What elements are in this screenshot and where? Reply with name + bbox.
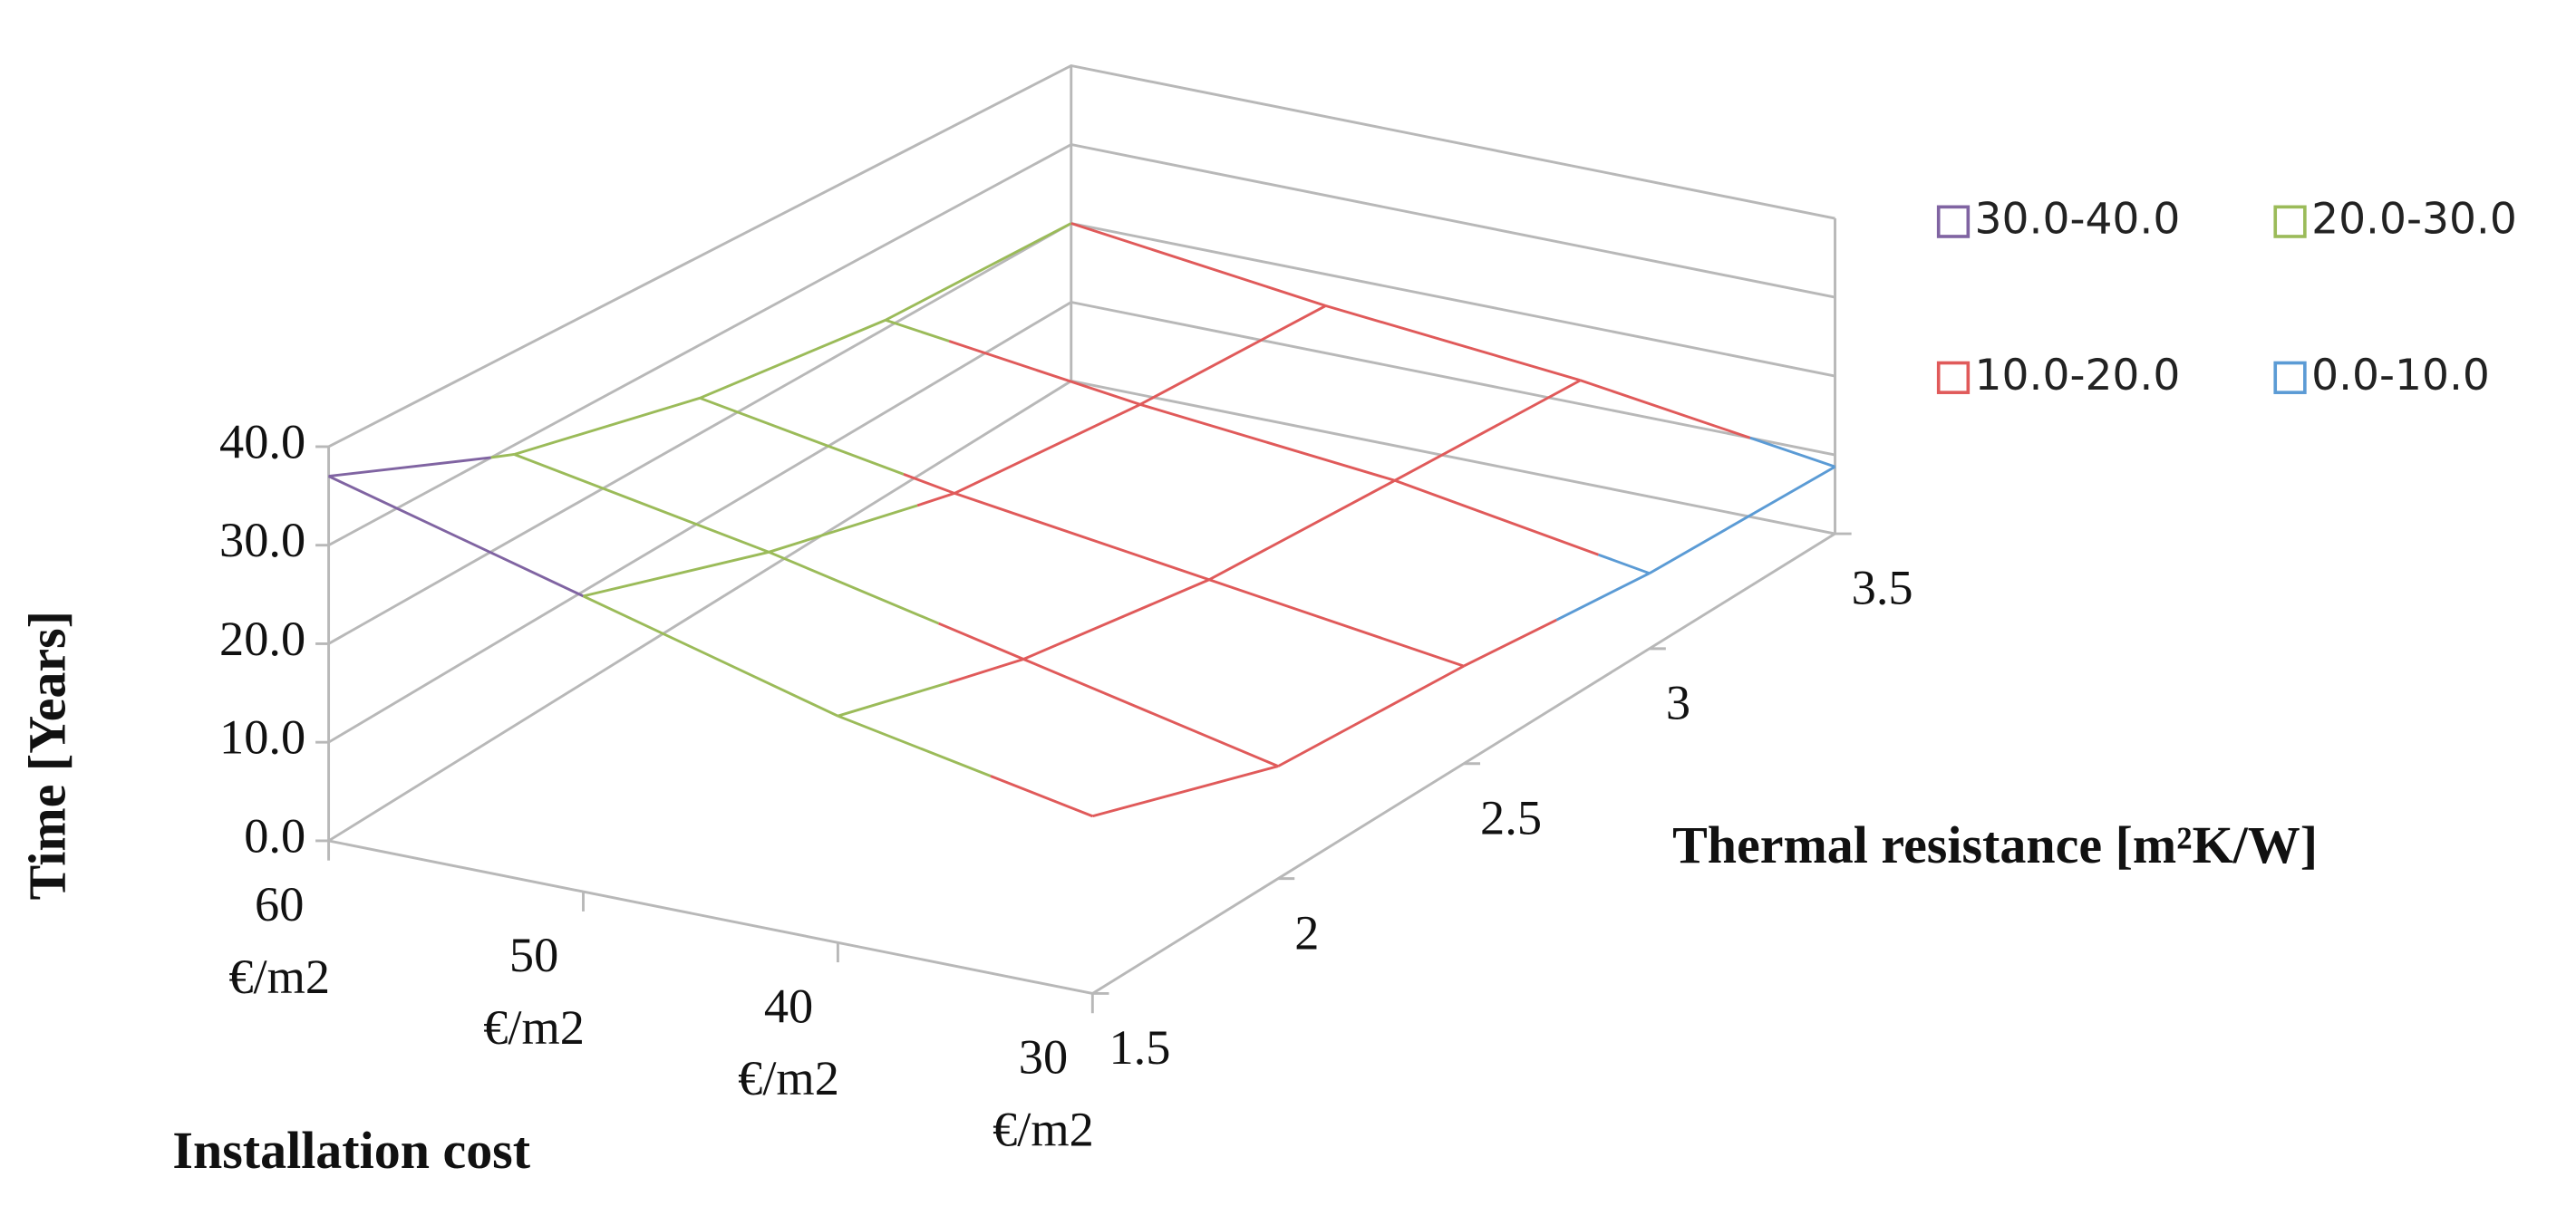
x-tick-label: 3.5	[1852, 561, 1913, 615]
surface-edge	[327, 475, 585, 598]
surface-edge	[490, 453, 515, 459]
surface-edge	[1022, 578, 1210, 661]
legend-label: 0.0-10.0	[2311, 351, 2490, 400]
legend-swatch	[2273, 205, 2307, 238]
surface-edge	[1598, 553, 1651, 575]
cost-tick-label: 50 €/m2	[483, 929, 585, 1056]
legend-swatch	[1936, 361, 1971, 394]
grid-line	[327, 300, 1835, 744]
surface-edge	[885, 222, 1072, 322]
legend-label: 30.0-40.0	[1975, 195, 2181, 245]
legend-label: 10.0-20.0	[1975, 351, 2181, 400]
surface-edge	[1580, 379, 1751, 439]
surface-edge	[1749, 436, 1835, 468]
z-tick-label: 20.0	[219, 612, 305, 666]
surface-edge	[1394, 379, 1582, 482]
surface-edge	[954, 492, 1210, 582]
surface-edge	[513, 396, 701, 456]
surface-edge	[513, 453, 770, 554]
x-axis	[1091, 532, 1836, 995]
surface-edge	[699, 396, 905, 476]
grid-line	[327, 142, 1835, 546]
surface-edge	[583, 550, 770, 598]
surface-edge	[768, 504, 918, 554]
surface-edge	[1208, 578, 1465, 668]
surface-edge	[903, 473, 955, 495]
surface-edge	[837, 680, 950, 718]
surface-edge	[948, 658, 1024, 684]
surface-edge	[328, 456, 491, 478]
z-tick-label: 10.0	[219, 710, 305, 765]
surface-edge	[1208, 479, 1396, 582]
surface-edge	[938, 622, 1024, 661]
surface-edge	[1325, 304, 1582, 382]
x-tick-label: 2.5	[1480, 790, 1542, 844]
surface-edge	[837, 714, 992, 777]
surface-edge	[1139, 304, 1327, 406]
surface-edge	[916, 492, 955, 507]
legend-swatch	[1936, 205, 1971, 238]
legend-swatch	[2273, 361, 2307, 394]
cost-axis	[328, 839, 1093, 995]
cost-axis-label: Installation cost	[172, 1121, 530, 1180]
z-tick-label: 40.0	[219, 414, 305, 468]
surface-edge	[1091, 765, 1279, 818]
z-tick-label: 0.0	[244, 808, 305, 863]
surface-edge	[582, 594, 839, 718]
surface-edge	[1555, 572, 1651, 622]
grid-line	[327, 379, 1835, 843]
x-axis-label: Thermal resistance [m²K/W]	[1672, 815, 2318, 874]
surface-edge	[699, 318, 886, 400]
z-tick-label: 30.0	[219, 513, 305, 567]
surface-edge	[1463, 618, 1557, 668]
surface-edge	[1394, 478, 1600, 556]
surface-edge	[1139, 402, 1396, 482]
surface-edge	[885, 318, 950, 343]
surface-edge	[948, 340, 1141, 406]
cost-tick-label: 40 €/m2	[738, 979, 839, 1106]
surface-edge	[1070, 222, 1327, 307]
surface-edge	[990, 775, 1093, 818]
cost-tick-label: 30 €/m2	[993, 1030, 1094, 1157]
z-axis-label: Time [Years]	[17, 611, 76, 900]
cost-tick-label: 60 €/m2	[228, 878, 330, 1005]
surface-edge	[1022, 658, 1279, 767]
surface-edge	[954, 403, 1141, 495]
surface-edge	[768, 550, 940, 625]
x-tick-label: 3	[1666, 676, 1690, 730]
x-tick-label: 1.5	[1109, 1020, 1170, 1075]
surface-edge	[1277, 664, 1465, 767]
surface-edge	[1648, 465, 1836, 574]
legend-label: 20.0-30.0	[2311, 195, 2517, 245]
x-tick-label: 2	[1294, 905, 1319, 960]
